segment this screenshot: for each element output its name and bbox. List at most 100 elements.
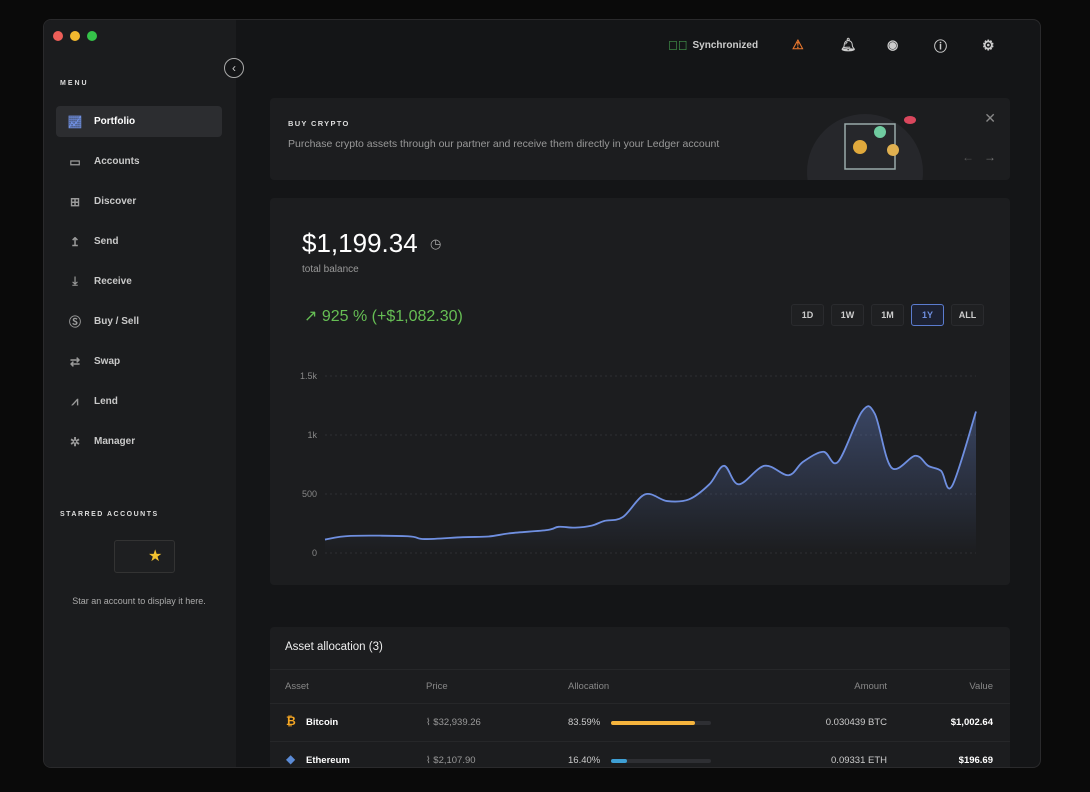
x-tick-label: Apr 2021 <box>779 562 816 563</box>
asset-amount: 0.09331 ETH <box>831 755 887 766</box>
asset-allocation-title: Asset allocation (3) <box>285 641 383 653</box>
allocation-percent: 83.59% <box>568 717 601 728</box>
minimize-window-button[interactable] <box>70 31 80 41</box>
activity-icon: ⌇ <box>426 755 434 766</box>
close-banner-icon[interactable]: ✕ <box>984 110 996 126</box>
bell-icon[interactable]: 🔔︎ <box>840 37 857 52</box>
allocation-bar <box>611 759 711 763</box>
sidebar-item-label: Send <box>94 236 119 247</box>
sync-status-label: Synchronized <box>692 39 759 51</box>
column-header-asset[interactable]: Asset <box>285 681 309 692</box>
sidebar-item-accounts[interactable]: ▭ Accounts <box>56 146 222 177</box>
sync-status[interactable]: ✓⃝ Synchronized <box>668 36 758 54</box>
total-balance-label: total balance <box>302 264 359 275</box>
maximize-window-button[interactable] <box>87 31 97 41</box>
range-1m-button[interactable]: 1M <box>871 304 904 326</box>
price-value: $32,939.26 <box>433 717 481 728</box>
download-icon: ⤓ <box>72 274 78 288</box>
wallet-icon: ▭ <box>69 154 81 169</box>
range-1y-button[interactable]: 1Y <box>911 304 944 326</box>
price-cell: ⌇ $32,939.26 <box>426 717 481 728</box>
check-circle-icon: ✓⃝ <box>668 37 688 53</box>
banner-prev-arrow[interactable]: ← <box>962 150 974 164</box>
starred-empty-text: Star an account to display it here. <box>72 596 206 606</box>
table-row[interactable]: ₿ Bitcoin ⌇ $32,939.26 83.59% 0.030439 B… <box>270 703 1010 741</box>
sidebar-item-label: Discover <box>94 196 137 207</box>
total-balance-amount: $1,199.34 <box>302 228 418 258</box>
allocation-bar-fill <box>611 721 695 725</box>
asset-value: $196.69 <box>958 755 993 766</box>
column-header-price[interactable]: Price <box>426 681 448 692</box>
help-icon[interactable]: ⓘ <box>934 38 948 54</box>
sidebar-item-manager[interactable]: ✲ Manager <box>56 426 222 457</box>
banner-next-arrow[interactable]: → <box>984 150 996 164</box>
sidebar-item-send[interactable]: ↥ Send <box>56 226 222 257</box>
x-tick-label: Aug 2020 <box>331 562 370 563</box>
sidebar-item-portfolio[interactable]: 📈︎ Portfolio <box>56 106 222 137</box>
upload-icon: ↥ <box>69 234 81 249</box>
portfolio-balance-card: $1,199.34 ◷ total balance ↗ 925 % (+$1,0… <box>270 198 1010 585</box>
lend-icon: ⩘ <box>71 394 79 408</box>
tools-icon: ✲ <box>69 434 81 449</box>
asset-name: Bitcoin <box>306 717 339 728</box>
sidebar-item-swap[interactable]: ⇄ Swap <box>56 346 222 377</box>
settings-gear-icon[interactable]: ⚙ <box>982 36 995 53</box>
price-value: $2,107.90 <box>433 755 476 766</box>
chart-icon: 📈︎ <box>67 114 83 129</box>
menu-heading: MENU <box>60 80 89 87</box>
sidebar-item-label: Lend <box>94 396 118 407</box>
y-tick-label: 1k <box>307 430 317 440</box>
column-header-amount[interactable]: Amount <box>854 681 887 692</box>
eye-icon[interactable]: ◉ <box>887 37 899 52</box>
x-tick-label: Jun 2021 <box>891 562 928 563</box>
sidebar-item-lend[interactable]: ⩘ Lend <box>56 386 222 417</box>
ethereum-icon: ◆ <box>286 752 296 766</box>
x-tick-label: Dec 2020 <box>556 562 595 563</box>
banner-description: Purchase crypto assets through our partn… <box>288 138 720 150</box>
sidebar-item-label: Swap <box>94 356 121 367</box>
y-tick-label: 500 <box>302 489 317 499</box>
table-row[interactable]: ◆ Ethereum ⌇ $2,107.90 16.40% 0.09331 ET… <box>270 741 1010 767</box>
app-window: MENU 📈︎ Portfolio ▭ Accounts ⊞ Discover ↥ Se… <box>43 19 1041 768</box>
allocation-bar <box>611 721 711 725</box>
price-cell: ⌇ $2,107.90 <box>426 755 476 766</box>
sidebar-item-label: Accounts <box>94 156 140 167</box>
sidebar-item-discover[interactable]: ⊞ Discover <box>56 186 222 217</box>
column-header-value[interactable]: Value <box>969 681 993 692</box>
x-tick-label: Oct 2020 <box>445 562 482 563</box>
banner-title: BUY CRYPTO <box>288 119 350 128</box>
arrow-up-right-icon: ↗ <box>304 308 322 325</box>
shopping-cart-illustration <box>807 114 923 180</box>
range-1d-button[interactable]: 1D <box>791 304 824 326</box>
balance-change: ↗ 925 % (+$1,082.30) <box>304 306 463 326</box>
allocation-percent: 16.40% <box>568 755 601 766</box>
chevron-left-icon: ‹ <box>232 61 236 75</box>
asset-name: Ethereum <box>306 755 350 766</box>
buy-crypto-banner[interactable]: BUY CRYPTO Purchase crypto assets throug… <box>270 98 1010 180</box>
warning-icon[interactable]: ⚠ <box>792 37 804 52</box>
asset-value: $1,002.64 <box>950 717 993 728</box>
y-tick-label: 0 <box>312 548 317 558</box>
asset-amount: 0.030439 BTC <box>825 717 887 728</box>
x-tick-label: Feb 2021 <box>670 562 708 563</box>
allocation-bar-fill <box>611 759 628 763</box>
sidebar-item-label: Portfolio <box>94 116 136 127</box>
y-tick-label: 1.5k <box>300 371 318 381</box>
collapse-sidebar-button[interactable]: ‹ <box>224 58 244 78</box>
starred-placeholder <box>114 540 175 573</box>
balance-change-value: 925 % (+$1,082.30) <box>321 308 463 325</box>
sidebar-item-label: Receive <box>94 276 132 287</box>
chart-area <box>325 406 976 553</box>
column-header-allocation[interactable]: Allocation <box>568 681 610 692</box>
range-1w-button[interactable]: 1W <box>831 304 864 326</box>
bitcoin-icon: ₿ <box>286 714 296 728</box>
close-window-button[interactable] <box>53 31 63 41</box>
sidebar-item-receive[interactable]: ⤓ Receive <box>56 266 222 297</box>
activity-icon: ⌇ <box>426 717 434 728</box>
range-all-button[interactable]: ALL <box>951 304 984 326</box>
sidebar-item-label: Buy / Sell <box>94 316 140 327</box>
starred-accounts-heading: STARRED ACCOUNTS <box>60 511 159 518</box>
sidebar-item-buy-sell[interactable]: Ⓢ Buy / Sell <box>56 306 222 337</box>
star-icon: ★ <box>148 548 163 565</box>
sidebar-item-label: Manager <box>94 436 136 447</box>
